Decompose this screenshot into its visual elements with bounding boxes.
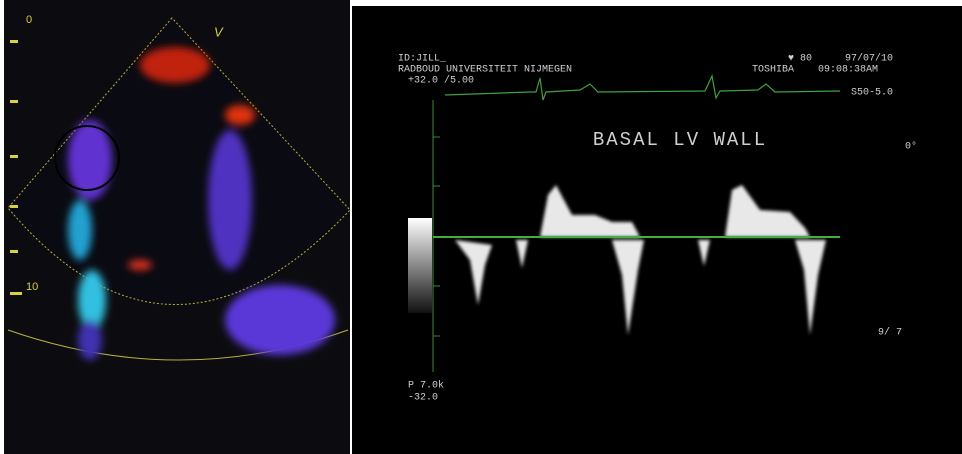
- vendor: TOSHIBA: [752, 65, 794, 76]
- probe: S50-5.0: [851, 88, 893, 99]
- view-marker: V: [214, 24, 224, 39]
- date: 97/07/10: [845, 53, 893, 65]
- depth-label: 10: [26, 281, 38, 293]
- frame: 9/ 7: [878, 327, 902, 339]
- heart-rate: ♥ 80: [788, 54, 812, 65]
- screenshot: 0 10 V ID:JILL_ ♥ 80 97/07/10 RADBOUD UN…: [0, 0, 962, 454]
- prf: P 7.0k: [408, 380, 444, 392]
- gray-bar: [408, 218, 432, 313]
- trace-title: BASAL LV WALL: [593, 129, 767, 151]
- scale-bottom: -32.0: [408, 393, 438, 404]
- time: 09:08:38AM: [818, 65, 878, 76]
- depth-label: 0: [26, 14, 32, 26]
- angle: 0°: [905, 141, 917, 153]
- institution: RADBOUD UNIVERSITEIT NIJMEGEN: [398, 65, 572, 76]
- patient-id: ID:JILL_: [398, 54, 447, 65]
- top-strip: [668, 0, 948, 6]
- scale-top: +32.0 /5.00: [408, 75, 474, 87]
